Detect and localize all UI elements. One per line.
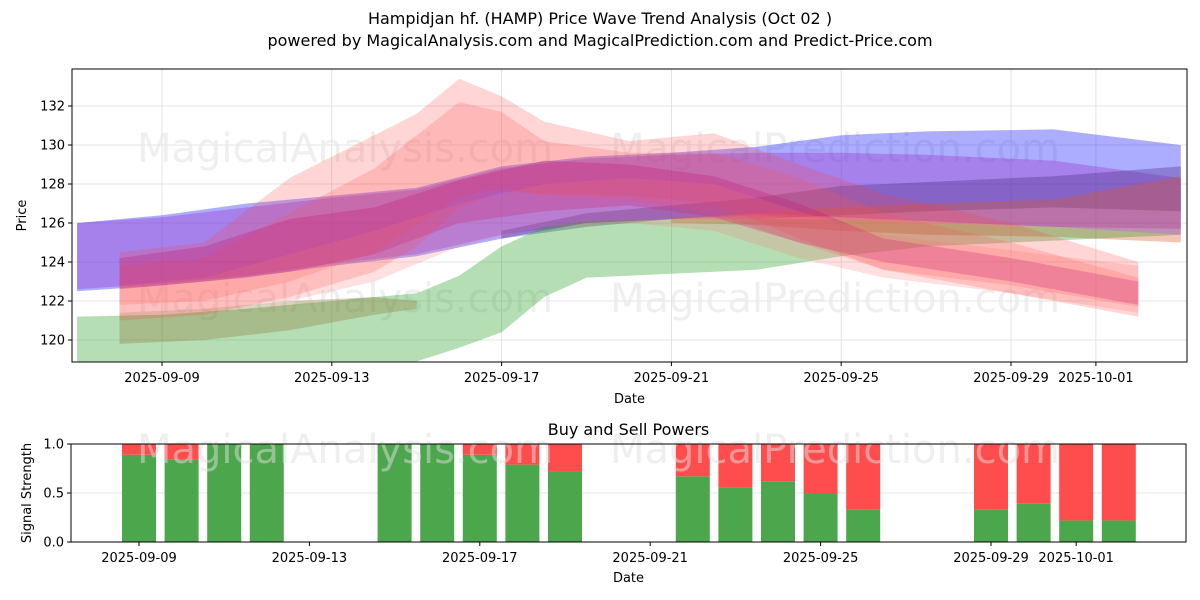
chart-title: Hampidjan hf. (HAMP) Price Wave Trend An…: [367, 9, 833, 28]
watermark: MagicalPrediction.com: [610, 427, 1060, 473]
price-band-orange-band: [671, 176, 1181, 243]
price-x-axis-label: Date: [614, 392, 645, 407]
price-y-tick-label: 122: [40, 295, 65, 310]
buy-bar: [803, 493, 838, 542]
sell-bar: [122, 444, 156, 455]
buy-bar: [462, 454, 497, 542]
watermark: MagicalPrediction.com: [610, 126, 1060, 172]
watermark: MagicalAnalysis.com: [137, 427, 553, 473]
sell-bar: [761, 444, 795, 482]
buy-bar: [718, 487, 753, 542]
price-x-tick-label: 2025-10-01: [1058, 371, 1134, 386]
watermark: MagicalAnalysis.com: [137, 276, 553, 322]
price-y-tick-label: 126: [40, 217, 65, 232]
buy-bar: [846, 509, 881, 542]
buy-bar: [122, 454, 156, 542]
sell-bar: [1059, 444, 1094, 521]
price-band-blue-band: [77, 129, 1181, 292]
signal-x-tick-label: 2025-09-17: [442, 551, 518, 566]
price-y-tick-label: 132: [40, 100, 65, 115]
signal-x-tick-label: 2025-09-09: [101, 551, 177, 566]
price-axes-frame: [71, 68, 1188, 363]
price-band-green-band: [77, 219, 1181, 362]
buy-bar: [377, 444, 412, 542]
price-x-tick-label: 2025-09-09: [124, 371, 200, 386]
sell-bar: [974, 444, 1008, 510]
buy-bar: [548, 471, 582, 542]
sell-bar: [505, 444, 540, 465]
price-y-tick-label: 130: [40, 139, 65, 154]
buy-bar: [1016, 503, 1051, 542]
price-y-tick-label: 120: [40, 334, 65, 349]
buy-bar: [505, 464, 540, 542]
signal-x-tick-label: 2025-09-21: [612, 551, 688, 566]
sell-bar: [1101, 444, 1136, 521]
buy-bar: [675, 476, 710, 542]
watermark: MagicalAnalysis.com: [137, 126, 553, 172]
price-band-red-band-1: [119, 78, 1139, 321]
signal-x-axis-label: Date: [613, 571, 644, 586]
signal-y-tick-label: 0.0: [43, 536, 64, 551]
sell-bar: [718, 444, 753, 488]
price-x-tick-label: 2025-09-21: [634, 371, 710, 386]
sell-bar: [803, 444, 838, 493]
price-band-magenta-band: [119, 160, 1139, 305]
price-x-tick-label: 2025-09-29: [973, 371, 1049, 386]
chart-subtitle: powered by MagicalAnalysis.com and Magic…: [267, 31, 933, 50]
buy-bar: [420, 444, 455, 542]
buy-bar: [1101, 520, 1136, 542]
signal-chart-title: Buy and Sell Powers: [548, 420, 710, 439]
sell-bar: [164, 444, 199, 460]
signal-x-tick-label: 2025-09-13: [272, 551, 348, 566]
signal-y-tick-label: 1.0: [43, 438, 64, 453]
buy-bar: [974, 509, 1008, 542]
signal-y-tick-label: 0.5: [43, 487, 64, 502]
price-band-dark-purple-band: [501, 166, 1181, 239]
price-x-tick-label: 2025-09-25: [803, 371, 879, 386]
buy-bar: [1059, 520, 1094, 542]
sell-bar: [548, 444, 582, 472]
sell-bar: [1016, 444, 1051, 504]
price-y-axis-label: Price: [15, 200, 30, 232]
buy-bar: [761, 481, 795, 542]
sell-bar: [846, 444, 881, 510]
buy-bar: [207, 444, 242, 542]
price-x-tick-label: 2025-09-13: [294, 371, 370, 386]
price-y-tick-label: 124: [40, 256, 65, 271]
price-band-pink-band: [119, 178, 1139, 313]
watermark: MagicalPrediction.com: [610, 276, 1060, 322]
signal-x-tick-label: 2025-10-01: [1038, 551, 1114, 566]
price-y-tick-label: 128: [40, 178, 65, 193]
signal-x-tick-label: 2025-09-29: [953, 551, 1029, 566]
buy-bar: [249, 444, 284, 542]
price-band-olive-band: [119, 297, 417, 344]
sell-bar: [675, 444, 710, 477]
sell-bar: [462, 444, 497, 455]
price-band-purple-band-1: [77, 152, 1181, 290]
price-x-tick-label: 2025-09-17: [464, 371, 540, 386]
signal-x-tick-label: 2025-09-25: [783, 551, 859, 566]
buy-bar: [164, 459, 199, 542]
signal-y-axis-label: Signal Strength: [20, 443, 35, 543]
price-band-red-band-2: [119, 102, 1139, 307]
